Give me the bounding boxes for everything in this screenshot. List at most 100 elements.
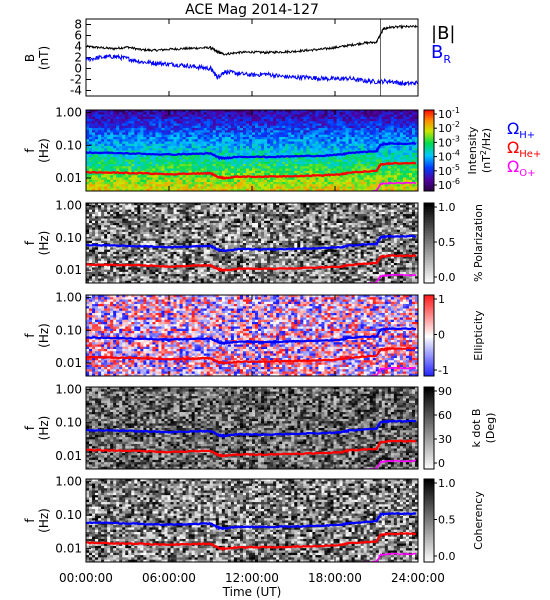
spectrogram-cell <box>393 134 398 138</box>
spectrogram-cell <box>107 211 111 215</box>
spectrogram-cell <box>170 203 175 206</box>
spectrogram-cell <box>95 139 99 142</box>
spectrogram-cell <box>191 114 196 118</box>
spectrogram-cell <box>285 209 289 213</box>
spectrogram-cell <box>161 143 165 147</box>
spectrogram-cell <box>252 205 256 208</box>
spectrogram-cell <box>318 179 322 183</box>
spectrogram-cell <box>309 112 313 115</box>
spectrogram-cell <box>92 157 96 160</box>
spectrogram-cell <box>143 114 147 118</box>
spectrogram-cell <box>351 159 356 163</box>
spectrogram-cell <box>390 121 395 124</box>
spectrogram-cell <box>176 179 181 183</box>
spectrogram-cell <box>366 218 371 222</box>
colorbar-swatch <box>424 146 434 149</box>
spectrogram-cell <box>378 150 383 154</box>
spectrogram-cell <box>125 214 129 217</box>
spectrogram-cell <box>273 139 277 142</box>
spectrogram-cell <box>155 132 159 136</box>
spectrogram-cell <box>116 114 120 118</box>
spectrogram-cell <box>92 209 96 213</box>
spectrogram-cell <box>318 141 322 145</box>
spectrogram-cell <box>285 132 289 136</box>
spectrogram-cell <box>242 211 247 215</box>
spectrogram-cell <box>215 157 220 160</box>
spectrogram-cell <box>327 203 331 206</box>
spectrogram-cell <box>357 175 362 178</box>
spectrogram-cell <box>336 128 341 131</box>
spectrogram-cell <box>248 214 253 217</box>
spectrogram-cell <box>273 123 277 127</box>
spectrogram-cell <box>131 177 135 181</box>
spectrogram-cell <box>321 134 325 138</box>
spectrogram-cell <box>291 159 295 163</box>
spectrogram-cell <box>321 110 325 113</box>
spectrogram-cell <box>297 186 301 190</box>
spectrogram-cell <box>92 177 96 181</box>
spectrogram-cell <box>86 139 90 142</box>
spectrogram-cell <box>194 125 199 129</box>
spectrogram-cell <box>408 164 413 167</box>
colorbar-swatch <box>424 188 434 192</box>
spectrogram-cell <box>291 170 295 174</box>
spectrogram-cell <box>137 186 141 190</box>
spectrogram-cell <box>95 152 99 156</box>
spectrogram-cell <box>137 184 141 187</box>
spectrogram-cell <box>258 112 262 115</box>
spectrogram-cell <box>327 184 331 187</box>
spectrogram-cell <box>191 161 196 165</box>
spectrogram-cell <box>191 159 196 163</box>
spectrogram-cell <box>414 116 418 120</box>
spectrogram-cell <box>321 188 325 191</box>
spectrogram-cell <box>248 168 253 172</box>
spectrogram-cell <box>258 168 262 172</box>
spectrogram-cell <box>354 209 359 213</box>
colorbar-swatch <box>424 136 434 139</box>
spectrogram-cell <box>267 166 271 169</box>
spectrogram-cell <box>122 143 126 147</box>
spectrogram-cell <box>297 184 301 187</box>
spectrogram-cell <box>348 203 353 206</box>
spectrogram-cell <box>372 182 377 185</box>
spectrogram-cell <box>218 132 223 136</box>
gyrofreq-legend-subscript: He+ <box>519 149 541 160</box>
spectrogram-cell <box>267 207 271 211</box>
spectrogram-cell <box>101 161 105 165</box>
spectrogram-cell <box>300 168 304 172</box>
spectrogram-cell <box>95 173 99 176</box>
spectrogram-cell <box>366 155 371 158</box>
spectrogram-cell <box>387 139 392 142</box>
spectrogram-cell <box>86 166 90 169</box>
spectrogram-cell <box>384 186 389 190</box>
spectrogram-cell <box>206 214 211 217</box>
spectrogram-cell <box>321 166 325 169</box>
spectrogram-cell <box>170 128 175 131</box>
spectrogram-cell <box>122 125 126 129</box>
spectrogram-cell <box>101 112 105 115</box>
spectrogram-cell <box>273 186 277 190</box>
spectrogram-cell <box>381 114 386 118</box>
spectrogram-cell <box>354 152 359 156</box>
spectrogram-cell <box>173 175 178 178</box>
spectrogram-cell <box>227 159 232 163</box>
spectrogram-cell <box>173 177 178 181</box>
spectrogram-cell <box>131 137 135 140</box>
spectrogram-cell <box>155 220 159 224</box>
spectrogram-cell <box>206 211 211 215</box>
spectrogram-cell <box>206 139 211 142</box>
spectrogram-cell <box>170 137 175 140</box>
spectrogram-cell <box>158 130 162 133</box>
spectrogram-cell <box>167 209 172 213</box>
spectrogram-cell <box>351 186 356 190</box>
spectrogram-cell <box>324 177 328 181</box>
spectrogram-cell <box>104 184 108 187</box>
spectrogram-cell <box>209 112 214 115</box>
spectrogram-cell <box>333 216 338 220</box>
spectrogram-cell <box>375 114 380 118</box>
spectrogram-cell <box>276 179 280 183</box>
spectrogram-cell <box>116 148 120 151</box>
spectrogram-cell <box>245 150 250 154</box>
spectrogram-cell <box>116 116 120 120</box>
spectrogram-cell <box>393 132 398 136</box>
